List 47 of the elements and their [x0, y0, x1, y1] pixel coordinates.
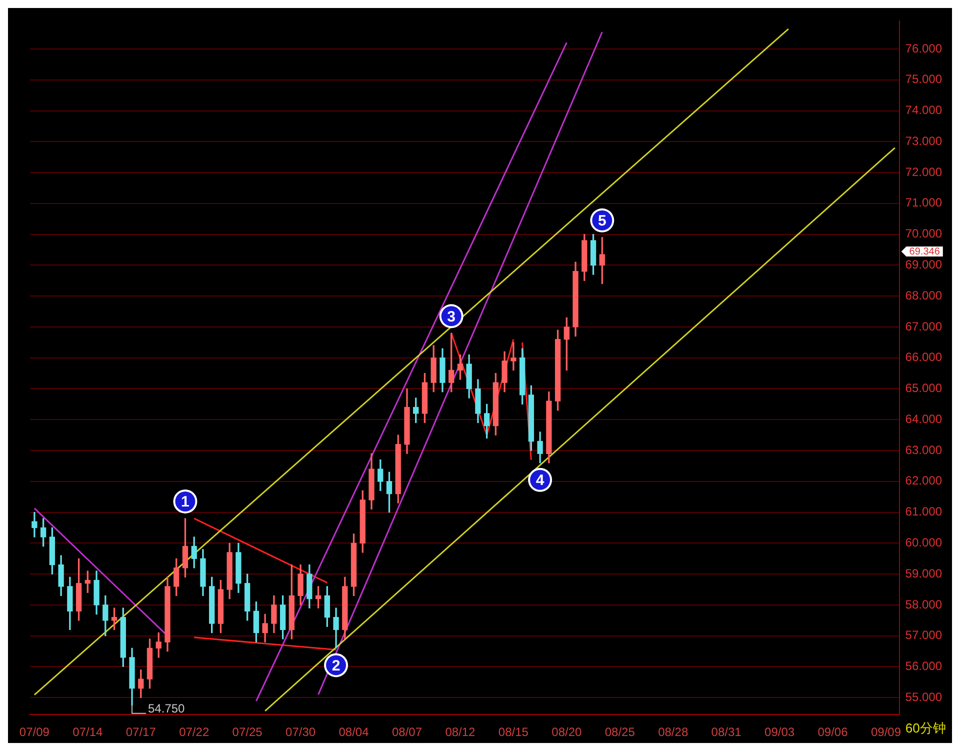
y-tick-label: 69.000 — [905, 258, 942, 272]
y-tick-label: 59.000 — [905, 566, 942, 580]
y-tick-label: 68.000 — [905, 288, 942, 302]
x-tick-label: 08/04 — [338, 725, 370, 740]
x-tick-label: 07/30 — [286, 725, 316, 740]
x-tick-label: 08/07 — [392, 725, 422, 740]
x-tick-label: 07/22 — [179, 725, 210, 740]
x-tick-label: 07/09 — [19, 725, 50, 740]
y-tick-label: 63.000 — [905, 442, 942, 457]
x-tick-label: 09/09 — [870, 725, 902, 740]
y-tick-label: 65.000 — [905, 381, 942, 396]
x-tick-label: 08/20 — [552, 725, 582, 740]
y-tick-label: 64.000 — [905, 412, 942, 426]
text: 60分钟 — [905, 720, 946, 736]
text: 4 — [536, 472, 544, 490]
x-tick-label: 07/17 — [126, 725, 156, 740]
text: 2 — [332, 657, 340, 674]
y-tick-label: 70.000 — [905, 226, 942, 241]
x-tick-label: 09/06 — [818, 725, 848, 740]
y-tick-label: 75.000 — [905, 72, 942, 86]
y-tick-label: 62.000 — [905, 474, 942, 488]
y-tick-label: 57.000 — [905, 628, 942, 642]
x-tick-label: 09/03 — [764, 725, 795, 740]
x-tick-label: 08/12 — [445, 725, 476, 740]
x-tick-label: 08/28 — [658, 725, 688, 740]
y-tick-label: 76.000 — [905, 41, 942, 56]
y-tick-label: 72.000 — [905, 164, 942, 179]
y-tick-label: 73.000 — [905, 134, 942, 148]
x-tick-label: 08/25 — [604, 725, 636, 740]
y-tick-label: 61.000 — [905, 504, 942, 519]
y-tick-label: 74.000 — [905, 103, 942, 118]
x-tick-label: 08/15 — [498, 725, 529, 740]
x-tick-label: 08/31 — [711, 725, 742, 740]
y-tick-label: 71.000 — [905, 196, 942, 210]
annotation: 54.750 — [148, 702, 186, 716]
x-tick-label: 07/25 — [232, 725, 263, 740]
y-tick-label: 67.000 — [905, 319, 942, 334]
y-tick-label: 55.000 — [905, 690, 942, 704]
y-tick-label: 66.000 — [905, 350, 942, 364]
y-tick-label: 60.000 — [905, 535, 942, 550]
text: 1 — [181, 494, 190, 511]
x-tick-label: 07/14 — [72, 725, 103, 740]
y-tick-label: 56.000 — [905, 659, 942, 674]
text: 3 — [447, 308, 456, 326]
text: 5 — [598, 212, 606, 230]
text: 69.346 — [909, 246, 940, 258]
y-tick-label: 58.000 — [905, 597, 942, 612]
